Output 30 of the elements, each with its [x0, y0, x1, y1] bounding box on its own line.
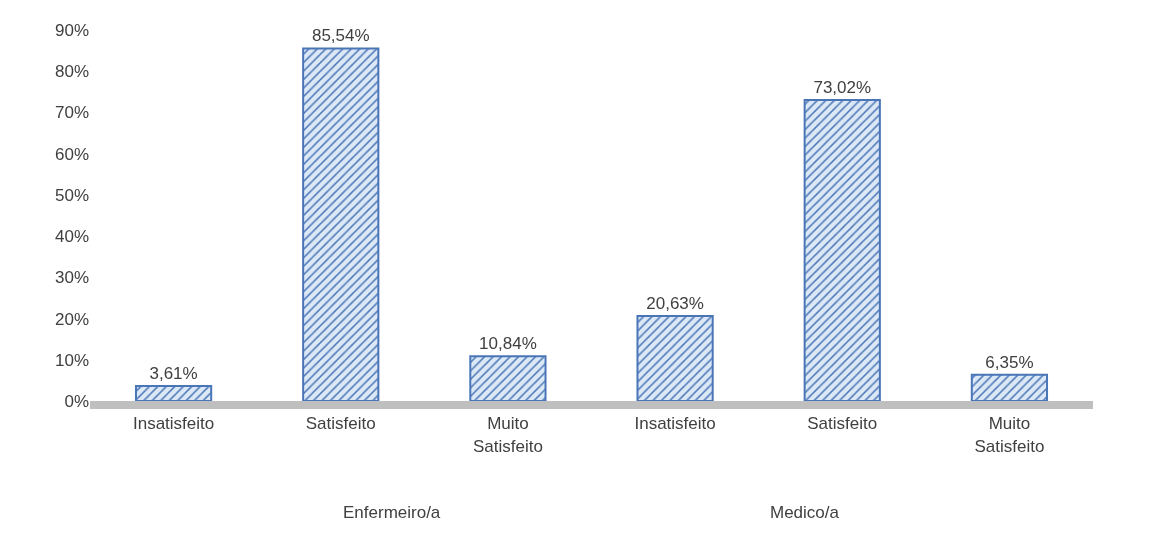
x-tick-label: Satisfeito: [807, 414, 878, 434]
y-tick-label: 20%: [54, 309, 89, 329]
data-label: 10,84%: [479, 334, 537, 354]
data-label: 6,35%: [985, 352, 1034, 372]
text: Enfermeiro/a: [343, 503, 441, 522]
y-tick-label: 40%: [54, 227, 89, 247]
y-tick-label: 80%: [54, 62, 89, 82]
bar: [302, 47, 380, 401]
y-tick-label: 60%: [54, 144, 89, 164]
x-tick-label: Insatisfeito: [634, 414, 716, 434]
x-tick-label: Insatisfeito: [132, 414, 215, 434]
y-tick-label: 70%: [54, 103, 89, 123]
x-tick-label: Muito Satisfeito: [472, 414, 543, 456]
x-tick-label: Muito Satisfeito: [974, 414, 1045, 456]
y-tick-label: 30%: [54, 268, 89, 288]
text: Medico/a: [770, 503, 840, 522]
bar: [134, 385, 213, 401]
y-tick-label: 0%: [64, 391, 89, 411]
data-label: 73,02%: [813, 78, 872, 97]
y-tick-label: 90%: [54, 20, 89, 40]
data-label: 3,61%: [149, 364, 198, 384]
bar: [469, 355, 547, 401]
data-label: 85,54%: [311, 26, 370, 46]
bar: [803, 99, 881, 401]
y-tick-label: 10%: [54, 350, 89, 370]
bar: [636, 314, 714, 401]
y-tick-label: 50%: [54, 185, 89, 205]
data-label: 20,63%: [646, 293, 704, 313]
x-tick-label: Satisfeito: [305, 414, 376, 434]
bar: [970, 373, 1049, 401]
